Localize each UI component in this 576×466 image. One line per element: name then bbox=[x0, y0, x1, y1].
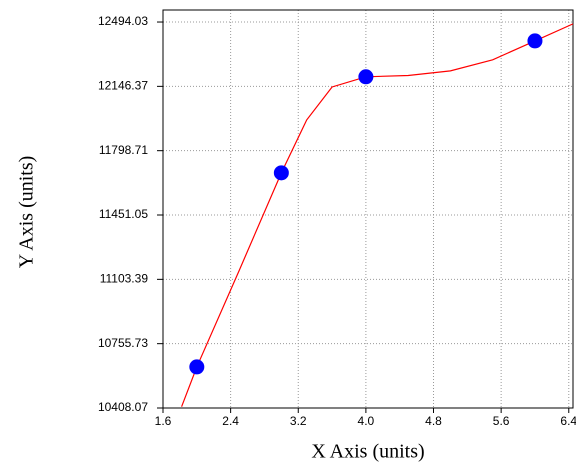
x-tick-label: 2.4 bbox=[222, 414, 239, 428]
x-tick-label: 1.6 bbox=[155, 414, 172, 428]
x-tick-label: 4.8 bbox=[425, 414, 442, 428]
y-tick-label: 10755.73 bbox=[98, 336, 148, 350]
y-tick-label: 10408.07 bbox=[98, 400, 148, 414]
data-point bbox=[358, 69, 374, 85]
y-tick-label: 12146.37 bbox=[98, 79, 148, 93]
data-point bbox=[527, 33, 543, 49]
y-tick-label: 11451.05 bbox=[99, 207, 148, 221]
x-tick-label: 6.4 bbox=[560, 414, 576, 428]
data-point bbox=[273, 165, 289, 181]
data-point bbox=[189, 359, 205, 375]
x-tick-label: 3.2 bbox=[290, 414, 307, 428]
fit-curve bbox=[181, 23, 574, 407]
x-tick-label: 5.6 bbox=[493, 414, 510, 428]
y-axis-title: Y Axis (units) bbox=[16, 156, 38, 269]
y-tick-label: 11103.39 bbox=[100, 272, 149, 286]
plot-frame bbox=[162, 9, 574, 409]
y-tick-label: 12494.03 bbox=[98, 14, 148, 28]
x-axis-title: X Axis (units) bbox=[311, 441, 424, 463]
y-tick-label: 11798.71 bbox=[99, 143, 148, 157]
x-tick-label: 4.0 bbox=[358, 414, 375, 428]
